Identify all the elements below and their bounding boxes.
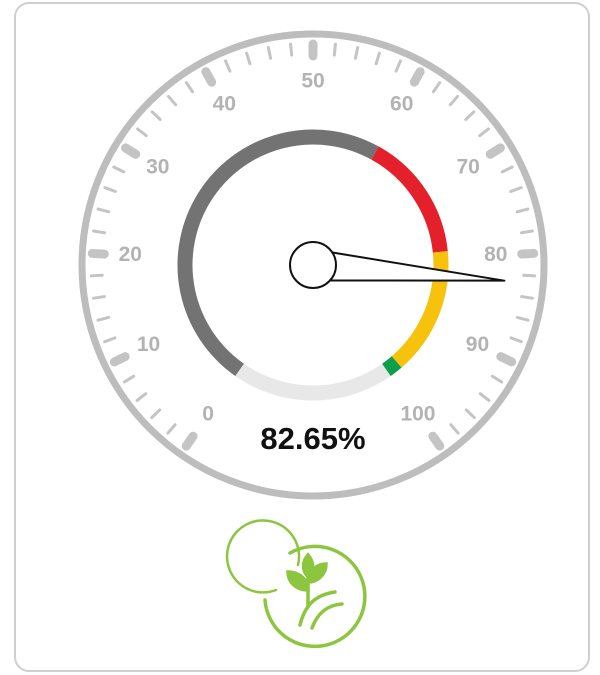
tick-label: 60 xyxy=(390,92,413,115)
major-tick xyxy=(181,431,198,451)
minor-tick xyxy=(150,408,162,420)
logo-icon xyxy=(225,519,367,649)
tick-label: 80 xyxy=(484,243,507,266)
tick-label: 20 xyxy=(119,243,142,266)
band xyxy=(391,251,449,368)
minor-tick xyxy=(289,42,294,57)
minor-tick xyxy=(520,229,534,235)
minor-tick xyxy=(332,42,337,57)
tick-label: 70 xyxy=(457,156,480,179)
minor-tick xyxy=(136,127,148,138)
minor-tick xyxy=(91,295,106,300)
minor-tick xyxy=(509,336,523,344)
minor-tick xyxy=(112,165,126,174)
minor-tick xyxy=(224,59,232,73)
minor-tick xyxy=(515,315,530,322)
minor-tick xyxy=(520,295,535,300)
value-label: 82.65% xyxy=(260,421,365,456)
minor-tick xyxy=(515,207,530,214)
minor-tick xyxy=(478,127,490,138)
minor-tick xyxy=(490,374,504,384)
minor-tick xyxy=(431,81,442,94)
minor-tick xyxy=(150,110,162,121)
needle-hub xyxy=(289,241,337,289)
minor-tick xyxy=(374,51,381,66)
minor-tick xyxy=(103,336,117,344)
major-tick xyxy=(428,431,445,451)
minor-tick xyxy=(103,186,117,193)
major-tick xyxy=(517,248,539,259)
minor-tick xyxy=(522,273,537,278)
major-tick xyxy=(409,67,425,87)
minor-tick xyxy=(449,423,460,435)
major-tick xyxy=(109,352,130,367)
minor-tick xyxy=(353,46,360,60)
band xyxy=(371,146,448,253)
minor-tick xyxy=(266,46,273,60)
band xyxy=(382,356,402,376)
minor-tick xyxy=(464,110,476,121)
minor-tick xyxy=(394,59,402,73)
minor-tick xyxy=(478,392,491,402)
minor-tick xyxy=(184,81,195,94)
tick-label: 90 xyxy=(466,333,489,356)
minor-tick xyxy=(448,94,459,107)
band xyxy=(177,129,379,376)
minor-tick xyxy=(500,165,514,174)
tick-label: 30 xyxy=(146,156,169,179)
tick-label: 50 xyxy=(301,70,324,93)
major-tick xyxy=(121,143,141,159)
minor-tick xyxy=(92,229,106,235)
minor-tick xyxy=(96,315,111,322)
outer-ring xyxy=(78,30,548,500)
major-tick xyxy=(201,67,217,87)
minor-tick xyxy=(135,392,148,402)
tick-label: 10 xyxy=(137,333,160,356)
minor-tick xyxy=(96,207,111,214)
tick-label: 40 xyxy=(213,92,236,115)
minor-tick xyxy=(509,186,523,193)
major-tick xyxy=(87,248,109,259)
minor-tick xyxy=(122,374,136,384)
minor-tick xyxy=(167,94,178,107)
tick-label: 100 xyxy=(400,402,435,425)
minor-tick xyxy=(89,273,104,278)
tick-label: 0 xyxy=(202,402,214,425)
major-tick xyxy=(485,143,505,159)
major-tick xyxy=(496,352,517,367)
minor-tick xyxy=(245,51,252,66)
minor-tick xyxy=(464,408,476,420)
minor-tick xyxy=(166,423,177,435)
card xyxy=(14,2,590,672)
